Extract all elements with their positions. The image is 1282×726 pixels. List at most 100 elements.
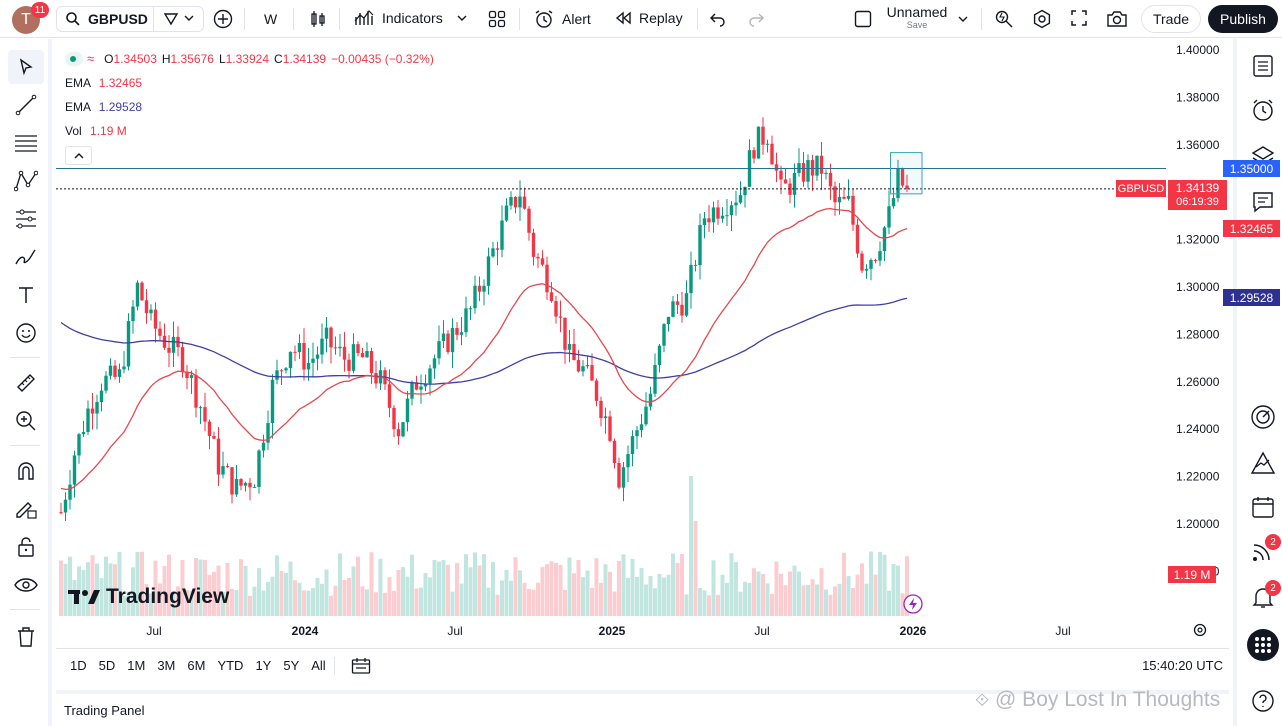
price-chart[interactable]: 1.400001.380001.360001.340001.320001.300… — [56, 39, 1229, 642]
range-button-6m[interactable]: 6M — [187, 658, 206, 673]
range-button-1y[interactable]: 1Y — [255, 658, 272, 673]
chats-button[interactable] — [1245, 185, 1281, 219]
layouts-grid-icon[interactable] — [488, 10, 506, 28]
indicators-button[interactable]: Indicators — [354, 9, 467, 27]
chart-pane[interactable]: 1.400001.380001.360001.340001.320001.300… — [56, 39, 1280, 642]
measure-tool[interactable] — [8, 366, 44, 400]
candle-body — [900, 168, 905, 186]
volume-bar — [495, 594, 500, 616]
pencil-lock-icon — [16, 502, 37, 519]
add-symbol-icon[interactable] — [213, 9, 233, 29]
calendar-button[interactable] — [1245, 490, 1281, 524]
candle-body — [698, 225, 702, 266]
zoom-tool[interactable] — [8, 404, 44, 438]
date-range-icon[interactable] — [351, 657, 371, 675]
ideas-button[interactable] — [1245, 446, 1281, 480]
lock-tool[interactable] — [8, 530, 44, 564]
candle-body — [905, 185, 909, 189]
chevron-down-icon[interactable] — [184, 14, 194, 22]
candle-body — [396, 429, 401, 437]
range-button-1d[interactable]: 1D — [70, 658, 87, 673]
publish-button[interactable]: Publish — [1208, 5, 1278, 33]
volume-bar — [194, 557, 198, 616]
collapse-legend-button[interactable] — [65, 146, 92, 165]
trend-line-tool[interactable] — [8, 88, 44, 122]
text-tool[interactable] — [8, 278, 44, 312]
volume-bar — [653, 588, 657, 616]
help-button[interactable] — [1245, 684, 1281, 718]
trade-button[interactable]: Trade — [1141, 5, 1201, 33]
candle-body — [684, 293, 689, 316]
range-button-3m[interactable]: 3M — [157, 658, 176, 673]
symbol-search[interactable]: GBPUSD — [56, 6, 204, 32]
volume-legend[interactable]: Vol 1.19 M — [65, 124, 127, 138]
volume-bar — [392, 590, 396, 616]
candle-body — [266, 423, 270, 443]
trading-panel-tab[interactable]: Trading Panel — [56, 690, 1229, 726]
range-button-ytd[interactable]: YTD — [217, 658, 244, 673]
candle-body — [203, 407, 207, 422]
emoji-tool[interactable] — [8, 316, 44, 350]
volume-bar — [293, 580, 297, 616]
candle-body — [783, 179, 788, 184]
compare-icon[interactable] — [163, 12, 179, 26]
layout-checkbox-icon[interactable] — [854, 10, 872, 28]
forecast-tool[interactable] — [8, 202, 44, 236]
watermark-logo-icon: ⟐ — [975, 690, 990, 710]
volume-bar — [225, 563, 230, 616]
volume-bar — [401, 567, 405, 616]
news-button[interactable] — [1245, 534, 1281, 568]
settings-gear-icon[interactable] — [1032, 9, 1052, 29]
volume-bar — [734, 561, 738, 616]
ema-slow-label: EMA — [65, 100, 91, 114]
apps-button[interactable] — [1245, 628, 1281, 662]
range-button-all[interactable]: All — [311, 658, 326, 673]
quick-search-icon[interactable] — [994, 9, 1014, 29]
layout-name[interactable]: Unnamed Save — [884, 4, 950, 30]
alerts-button[interactable] — [1245, 93, 1281, 127]
range-button-5y[interactable]: 5Y — [283, 658, 300, 673]
interval-button[interactable]: W — [264, 11, 278, 27]
stay-drawing-tool[interactable] — [8, 492, 44, 526]
candle-body — [225, 466, 230, 468]
time-tick-label: Jul — [1055, 624, 1070, 638]
undo-icon[interactable] — [709, 11, 727, 27]
clock-readout[interactable]: 15:40:20 UTC — [1142, 658, 1223, 673]
hide-tool[interactable] — [8, 568, 44, 602]
tradingview-logo: TradingView — [68, 585, 229, 609]
ema-fast-legend[interactable]: EMA 1.32465 — [65, 76, 142, 90]
ema-slow-legend[interactable]: EMA 1.29528 — [65, 100, 142, 114]
volume-bar — [482, 554, 486, 616]
volume-bar — [797, 571, 801, 616]
volume-bar — [153, 560, 158, 616]
range-button-1m[interactable]: 1M — [127, 658, 146, 673]
delete-tool[interactable] — [8, 620, 44, 654]
candle-body — [842, 196, 846, 199]
fullscreen-icon[interactable] — [1070, 9, 1088, 27]
ema-slow-line — [60, 297, 908, 385]
cursor-tool[interactable] — [8, 50, 44, 84]
alert-button[interactable]: Alert — [534, 9, 591, 29]
candle-body — [495, 248, 500, 250]
candle-body — [752, 150, 756, 159]
candle-body — [432, 358, 437, 369]
technicals-button[interactable] — [1245, 400, 1281, 434]
pattern-tool[interactable] — [8, 164, 44, 198]
candle-body — [779, 170, 783, 180]
range-button-5d[interactable]: 5D — [98, 658, 116, 673]
camera-icon[interactable] — [1106, 9, 1128, 29]
chevron-down-icon[interactable] — [958, 15, 968, 23]
watchlist-button[interactable] — [1245, 49, 1281, 83]
replay-button[interactable]: Replay — [614, 9, 683, 27]
candle-body — [468, 308, 473, 310]
brush-tool[interactable] — [8, 240, 44, 274]
candle-body — [549, 292, 554, 302]
volume-bar — [216, 565, 221, 616]
candle-body — [180, 347, 185, 372]
fib-tool[interactable] — [8, 126, 44, 160]
redo-icon[interactable] — [747, 11, 765, 27]
magnet-tool[interactable] — [8, 454, 44, 488]
calendar-icon — [1252, 497, 1274, 518]
volume-bar — [531, 589, 536, 616]
candles-icon[interactable] — [309, 10, 327, 28]
